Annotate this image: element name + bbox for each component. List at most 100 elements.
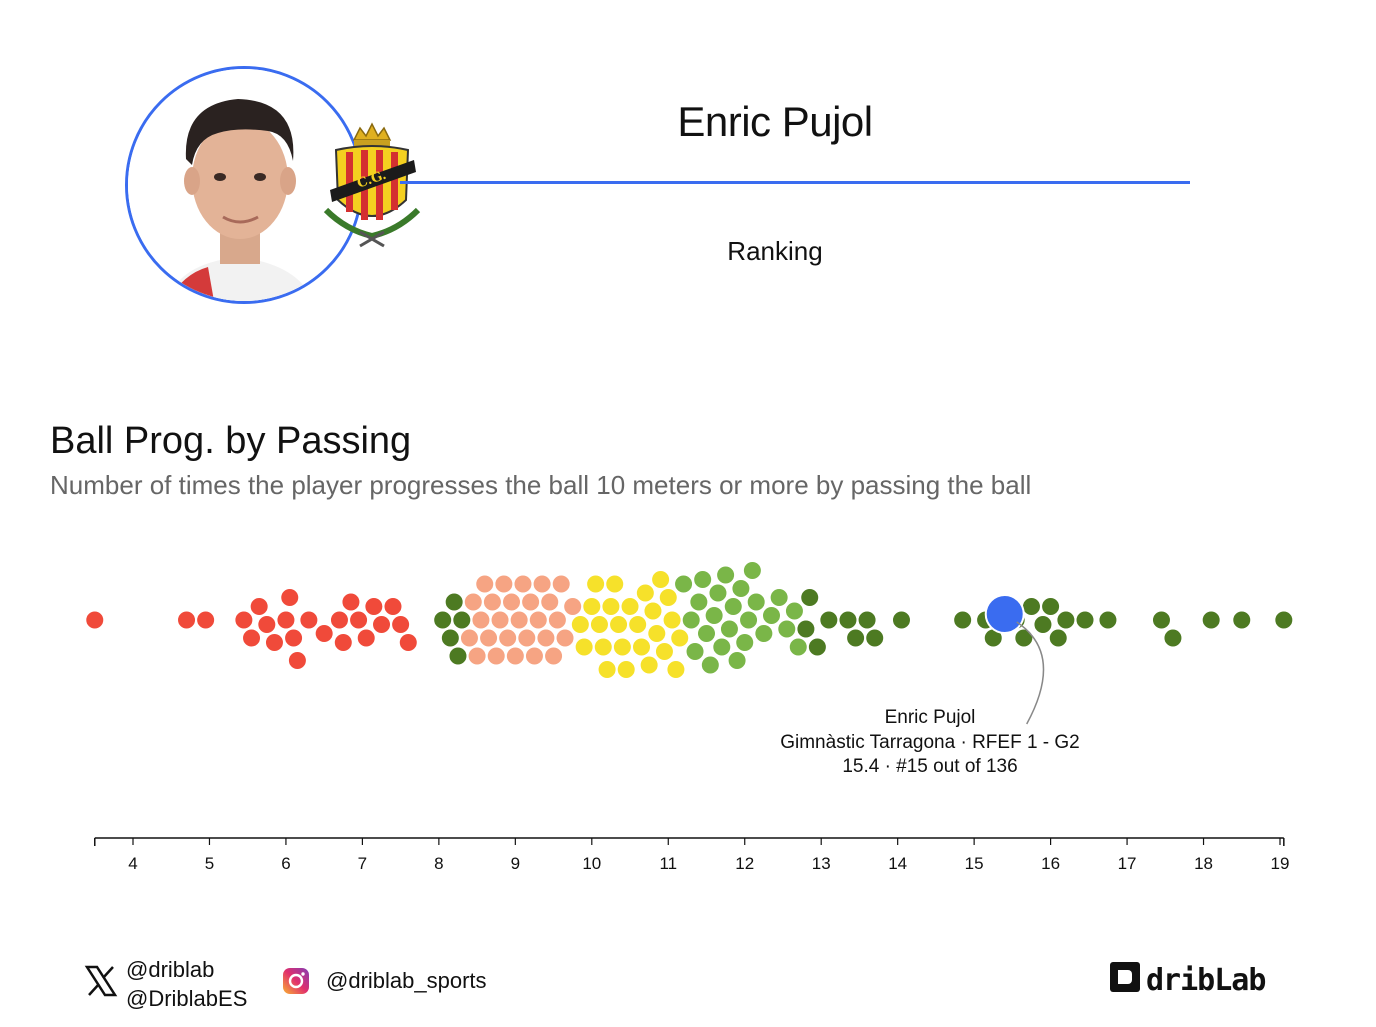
data-point [761,606,781,625]
data-point [605,574,625,594]
data-point [509,610,529,630]
x-logo-icon [84,964,118,1003]
instagram-logo-icon [282,967,310,1000]
data-point [391,615,411,634]
metric-title: Ball Prog. by Passing [50,420,412,462]
x-tick-label: 16 [1041,854,1060,873]
highlighted-player-point [984,594,1025,634]
x-tick-label: 8 [434,854,443,873]
data-point [341,592,361,612]
data-point [647,624,667,643]
annotation-value-rank: 15.4 · #15 out of 136 [842,756,1017,777]
data-point [693,570,713,589]
data-point [479,628,499,648]
data-point [685,642,705,661]
data-point [1021,597,1041,616]
club-crest-icon: C.G. [316,120,428,248]
data-point [708,583,728,603]
data-point [505,646,525,666]
x-tick-label: 9 [511,854,520,873]
data-point [521,592,541,612]
data-point [754,624,774,643]
data-point [467,646,487,666]
data-point [597,660,617,679]
data-point [459,628,479,648]
data-point [746,592,766,612]
x-handle-primary[interactable]: @driblab [126,957,215,982]
data-point [532,574,552,594]
x-tick-label: 11 [659,854,677,873]
data-point [846,628,866,648]
data-point [593,637,613,657]
x-tick-label: 17 [1118,854,1137,873]
data-point [666,660,686,679]
data-point [628,615,648,634]
data-point [1163,628,1183,648]
data-point [654,642,674,661]
data-point [662,610,682,630]
data-point [658,588,678,607]
data-point [513,574,533,594]
data-point [582,597,602,616]
data-point [517,628,537,648]
data-point [486,646,506,666]
x-handle-secondary[interactable]: @DriblabES [126,986,248,1011]
annotation-connector [1016,621,1045,725]
data-point [769,588,789,607]
data-point [383,597,403,616]
player-photo [128,69,360,301]
data-point [329,610,349,630]
data-point [563,597,583,616]
data-point [547,610,567,630]
x-tick-label: 14 [888,854,907,873]
data-point [723,597,743,616]
x-tick-label: 10 [582,854,601,873]
data-point [742,561,762,580]
player-name: Enric Pujol [677,98,873,145]
data-point [524,646,544,666]
data-point [574,637,594,657]
x-tick-label: 19 [1271,854,1290,873]
data-point [242,628,262,648]
x-tick-label: 5 [205,854,214,873]
x-tick-label: 13 [812,854,831,873]
data-point [536,628,556,648]
data-point [704,606,724,625]
metric-subtitle: Number of times the player progresses th… [50,470,1032,500]
data-point [1201,610,1221,630]
data-point [635,583,655,603]
data-point [589,615,609,634]
data-point [735,633,755,652]
data-point [857,610,877,630]
data-point [1041,597,1061,616]
data-point [731,579,751,598]
data-point [299,610,319,630]
data-point [1014,628,1034,648]
driblab-logo: dribLab [1108,958,1308,1003]
section-label: Ranking [727,236,823,266]
data-point [482,592,502,612]
data-point [249,597,269,616]
data-point [788,637,808,657]
annotation-team-league: Gimnàstic Tarragona · RFEF 1 - G2 [780,732,1080,753]
x-tick-label: 4 [128,854,137,873]
instagram-handle[interactable]: @driblab_sports [326,968,487,993]
player-avatar [125,66,363,304]
data-point [502,592,522,612]
data-point [498,628,518,648]
svg-text:dribLab: dribLab [1146,963,1265,998]
data-point [651,570,671,589]
data-point [333,633,353,652]
data-point [616,660,636,679]
x-tick-label: 15 [965,854,984,873]
data-point [953,610,973,630]
data-point [475,574,495,594]
data-point [1232,610,1252,630]
data-point [796,619,816,639]
data-point [433,610,453,630]
data-point [372,615,392,634]
data-point [448,646,468,666]
data-point [1274,610,1294,630]
x-tick-label: 6 [281,854,290,873]
data-point [727,651,747,670]
